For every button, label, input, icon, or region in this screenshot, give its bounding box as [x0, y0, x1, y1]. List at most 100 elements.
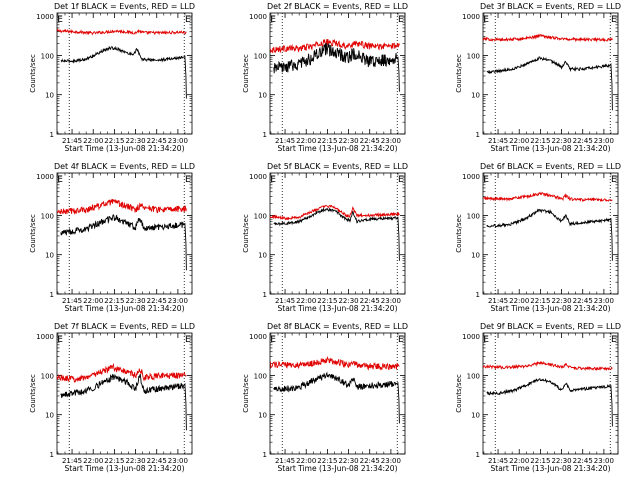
x-tick-label: 22:15 — [530, 457, 550, 465]
event-marker-label: E — [483, 175, 489, 185]
events-rate-line — [60, 45, 187, 99]
chart-panel-8: Det 8f BLACK = Events, RED = LLD 1 10 100 10… — [242, 322, 408, 473]
lld-rate-line — [482, 191, 613, 203]
x-tick-label: 23:00 — [381, 457, 401, 465]
event-marker-label: E — [611, 335, 617, 345]
x-tick-label: 22:15 — [104, 297, 124, 305]
event-marker-label: E — [57, 175, 63, 185]
lld-rate-line — [56, 199, 187, 215]
y-tick-label: 10 — [45, 412, 54, 420]
x-tick-label: 22:30 — [125, 457, 145, 465]
x-tick-label: 22:00 — [509, 297, 529, 305]
x-tick-label: 22:00 — [296, 297, 316, 305]
y-tick-label: 1000 — [462, 173, 480, 181]
plot-frame — [269, 12, 406, 135]
event-marker-label: E — [57, 335, 63, 345]
y-tick-label: 10 — [258, 412, 267, 420]
chart-panel-4: Det 4f BLACK = Events, RED = LLD 1 10 100 10… — [29, 162, 195, 313]
x-tick-label: 22:00 — [296, 457, 316, 465]
x-tick-label: 22:45 — [147, 457, 167, 465]
chart-panel-2: Det 2f BLACK = Events, RED = LLD 1 10 100 10… — [242, 2, 408, 153]
x-tick-label: 23:00 — [594, 297, 614, 305]
y-tick-label: 10 — [471, 92, 480, 100]
chart-panel-3: Det 3f BLACK = Events, RED = LLD 1 10 100 10… — [455, 2, 621, 153]
y-axis-label: Counts/sec — [455, 214, 463, 253]
x-tick-label: 21:45 — [62, 297, 82, 305]
plot-frame — [482, 332, 619, 455]
x-tick-label: 22:45 — [360, 137, 380, 145]
y-tick-label: 100 — [41, 52, 54, 60]
y-tick-label: 100 — [254, 212, 267, 220]
x-tick-label: 22:00 — [83, 457, 103, 465]
x-tick-label: 22:30 — [338, 297, 358, 305]
y-tick-label: 1 — [263, 291, 267, 299]
plot-frame — [269, 332, 406, 455]
x-tick-label: 22:30 — [551, 297, 571, 305]
x-tick-label: 23:00 — [594, 137, 614, 145]
x-tick-label: 22:15 — [530, 297, 550, 305]
x-tick-label: 22:00 — [83, 137, 103, 145]
x-axis-label: Start Time (13-Jun-08 21:34:20) — [65, 464, 185, 473]
y-tick-label: 10 — [45, 92, 54, 100]
y-tick-label: 1000 — [249, 13, 267, 21]
events-rate-line — [60, 373, 187, 431]
y-axis-label: Counts/sec — [455, 54, 463, 93]
y-tick-label: 100 — [254, 372, 267, 380]
event-marker-label: E — [611, 175, 617, 185]
plot-frame — [482, 12, 619, 135]
events-rate-line — [273, 206, 400, 261]
y-tick-label: 100 — [467, 52, 480, 60]
x-tick-label: 22:15 — [317, 457, 337, 465]
x-axis-label: Start Time (13-Jun-08 21:34:20) — [278, 304, 398, 313]
y-tick-label: 1 — [50, 451, 54, 459]
chart-panel-5: Det 5f BLACK = Events, RED = LLD 1 10 100 10… — [242, 162, 408, 313]
y-tick-label: 10 — [45, 252, 54, 260]
lld-rate-line — [482, 33, 613, 43]
x-axis-label: Start Time (13-Jun-08 21:34:20) — [491, 464, 611, 473]
chart-panel-1: Det 1f BLACK = Events, RED = LLD 1 10 100 10… — [29, 2, 195, 153]
y-tick-label: 1000 — [462, 333, 480, 341]
y-tick-label: 100 — [41, 212, 54, 220]
event-marker-label: E — [270, 15, 276, 25]
y-axis-label: Counts/sec — [242, 374, 250, 413]
y-tick-label: 1 — [476, 131, 480, 139]
y-axis-label: Counts/sec — [29, 54, 37, 93]
x-tick-label: 22:45 — [147, 137, 167, 145]
plot-frame — [56, 12, 193, 135]
chart-title: Det 4f BLACK = Events, RED = LLD — [54, 162, 195, 171]
chart-panel-7: Det 7f BLACK = Events, RED = LLD 1 10 100 10… — [29, 322, 195, 473]
y-tick-label: 10 — [471, 412, 480, 420]
x-tick-label: 22:15 — [530, 137, 550, 145]
y-tick-label: 1 — [263, 131, 267, 139]
y-tick-label: 100 — [254, 52, 267, 60]
event-marker-label: E — [57, 15, 63, 25]
x-tick-label: 23:00 — [381, 297, 401, 305]
x-tick-label: 22:45 — [147, 297, 167, 305]
x-axis-label: Start Time (13-Jun-08 21:34:20) — [491, 144, 611, 153]
x-tick-label: 23:00 — [594, 457, 614, 465]
x-tick-label: 21:45 — [275, 137, 295, 145]
lld-rate-line — [269, 204, 400, 221]
y-tick-label: 1 — [476, 451, 480, 459]
x-tick-label: 22:30 — [125, 137, 145, 145]
y-tick-label: 1000 — [462, 13, 480, 21]
chart-title: Det 2f BLACK = Events, RED = LLD — [267, 2, 408, 11]
event-marker-label: E — [611, 15, 617, 25]
x-tick-label: 22:00 — [83, 297, 103, 305]
events-rate-line — [486, 56, 613, 111]
y-tick-label: 10 — [258, 252, 267, 260]
x-tick-label: 22:30 — [338, 457, 358, 465]
y-tick-label: 1000 — [36, 173, 54, 181]
x-tick-label: 22:45 — [360, 297, 380, 305]
x-tick-label: 23:00 — [381, 137, 401, 145]
events-rate-line — [273, 42, 400, 92]
y-tick-label: 1 — [476, 291, 480, 299]
y-tick-label: 1 — [50, 131, 54, 139]
x-tick-label: 21:45 — [62, 137, 82, 145]
chart-title: Det 9f BLACK = Events, RED = LLD — [480, 322, 621, 331]
y-tick-label: 100 — [467, 212, 480, 220]
chart-title: Det 3f BLACK = Events, RED = LLD — [480, 2, 621, 11]
y-tick-label: 1000 — [36, 13, 54, 21]
